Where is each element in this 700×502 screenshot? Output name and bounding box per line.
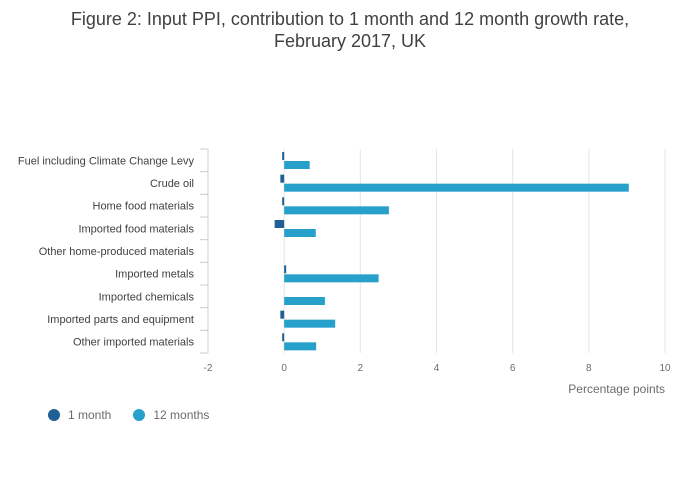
bar-1-month-7 — [280, 310, 285, 319]
bar-1-month-8 — [282, 333, 285, 342]
bar-12-months-7 — [284, 319, 336, 328]
bar-12-months-6 — [284, 297, 325, 305]
x-tick-label-2: 2 — [358, 363, 364, 374]
x-tick-label-4: 6 — [510, 363, 516, 374]
category-label-6: Imported chemicals — [99, 291, 195, 303]
category-label-3: Imported food materials — [78, 223, 194, 235]
bar-12-months-0 — [284, 161, 310, 169]
bar-1-month-0 — [282, 152, 285, 160]
legend-marker-1-month — [48, 409, 60, 421]
category-label-2: Home food materials — [93, 201, 195, 213]
category-label-1: Crude oil — [150, 178, 194, 190]
chart-title: Figure 2: Input PPI, contribution to 1 m… — [0, 8, 700, 52]
category-label-8: Other imported materials — [73, 337, 195, 349]
x-tick-label-1: 0 — [281, 363, 287, 374]
bar-12-months-8 — [284, 342, 317, 351]
category-label-5: Imported metals — [115, 269, 194, 281]
category-label-7: Imported parts and equipment — [47, 314, 194, 326]
x-tick-label-6: 10 — [659, 363, 671, 374]
legend-item-1-month[interactable]: 1 month — [48, 408, 111, 422]
legend-label-1-month: 1 month — [68, 408, 112, 422]
bar-12-months-3 — [284, 229, 316, 237]
bar-1-month-3 — [274, 220, 285, 228]
bar-1-month-5 — [284, 265, 287, 274]
x-tick-label-3: 4 — [434, 363, 440, 374]
x-tick-label-0: -2 — [204, 363, 213, 374]
bar-1-month-1 — [280, 174, 285, 183]
bar-12-months-2 — [284, 206, 389, 215]
legend-item-12-months[interactable]: 12 months — [133, 408, 209, 422]
bar-12-months-1 — [284, 183, 629, 192]
category-label-4: Other home-produced materials — [39, 246, 195, 258]
chart-legend: 1 month 12 months — [48, 408, 231, 422]
x-axis-label: Percentage points — [568, 382, 665, 396]
bar-12-months-5 — [284, 274, 379, 283]
chart-title-line-2: February 2017, UK — [273, 31, 427, 51]
x-tick-label-5: 8 — [586, 363, 592, 374]
legend-marker-12-months — [133, 409, 146, 421]
legend-label-12-months: 12 months — [153, 408, 210, 422]
chart-title-line-1: Figure 2: Input PPI, contribution to 1 m… — [70, 9, 630, 29]
category-label-0: Fuel including Climate Change Levy — [18, 155, 195, 167]
bar-1-month-2 — [282, 197, 285, 206]
